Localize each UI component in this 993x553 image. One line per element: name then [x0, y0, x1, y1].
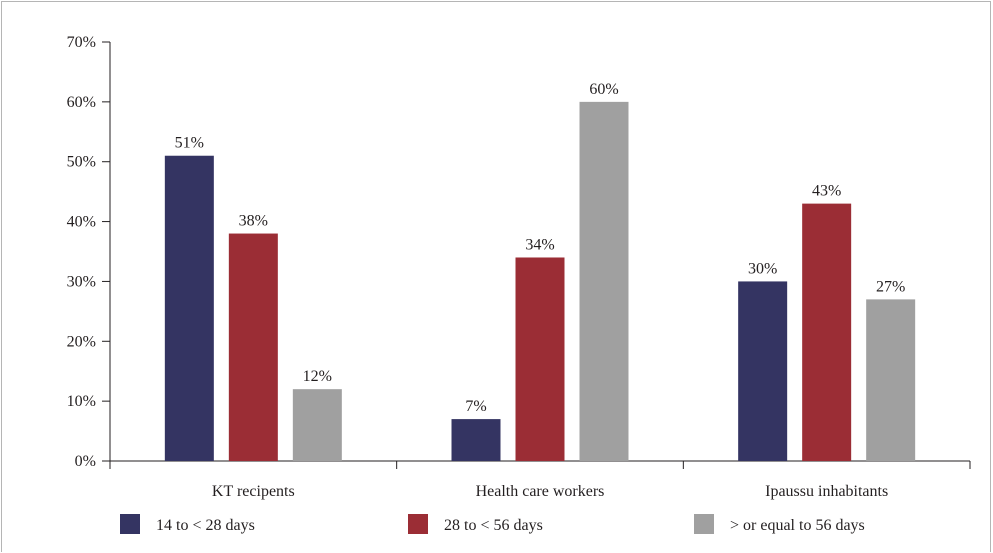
y-tick-label: 20%: [67, 333, 96, 350]
x-category-label: KT recipents: [212, 483, 295, 500]
bar-data-label: 12%: [303, 368, 332, 385]
legend-swatch: [694, 514, 714, 534]
x-category-label: Health care workers: [476, 483, 605, 500]
bar-data-label: 51%: [175, 135, 204, 152]
bar: [292, 389, 342, 461]
bar: [579, 101, 629, 461]
y-tick-label: 30%: [67, 273, 96, 290]
bar-data-label: 27%: [876, 278, 905, 295]
bar: [164, 155, 214, 461]
bar: [738, 281, 788, 461]
legend-label: > or equal to 56 days: [730, 517, 865, 534]
y-tick-label: 0%: [75, 453, 96, 470]
legend-label: 28 to < 56 days: [444, 517, 543, 534]
bar-data-label: 7%: [465, 398, 486, 415]
bar-data-label: 34%: [525, 236, 554, 253]
y-tick-label: 60%: [67, 94, 96, 111]
bar: [515, 257, 565, 461]
legend-swatch: [120, 514, 140, 534]
y-tick-label: 10%: [67, 393, 96, 410]
bar-data-label: 38%: [239, 213, 268, 230]
bar: [228, 233, 278, 461]
bar: [802, 203, 852, 461]
bar-data-label: 60%: [589, 81, 618, 98]
y-tick-label: 40%: [67, 214, 96, 231]
legend-label: 14 to < 28 days: [156, 517, 255, 534]
bar: [866, 299, 916, 461]
y-tick-label: 70%: [67, 34, 96, 51]
bar-data-label: 30%: [748, 260, 777, 277]
x-category-label: Ipaussu inhabitants: [765, 483, 888, 500]
legend-swatch: [408, 514, 428, 534]
bar-data-label: 43%: [812, 183, 841, 200]
y-tick-label: 50%: [67, 154, 96, 171]
bar: [451, 419, 501, 461]
